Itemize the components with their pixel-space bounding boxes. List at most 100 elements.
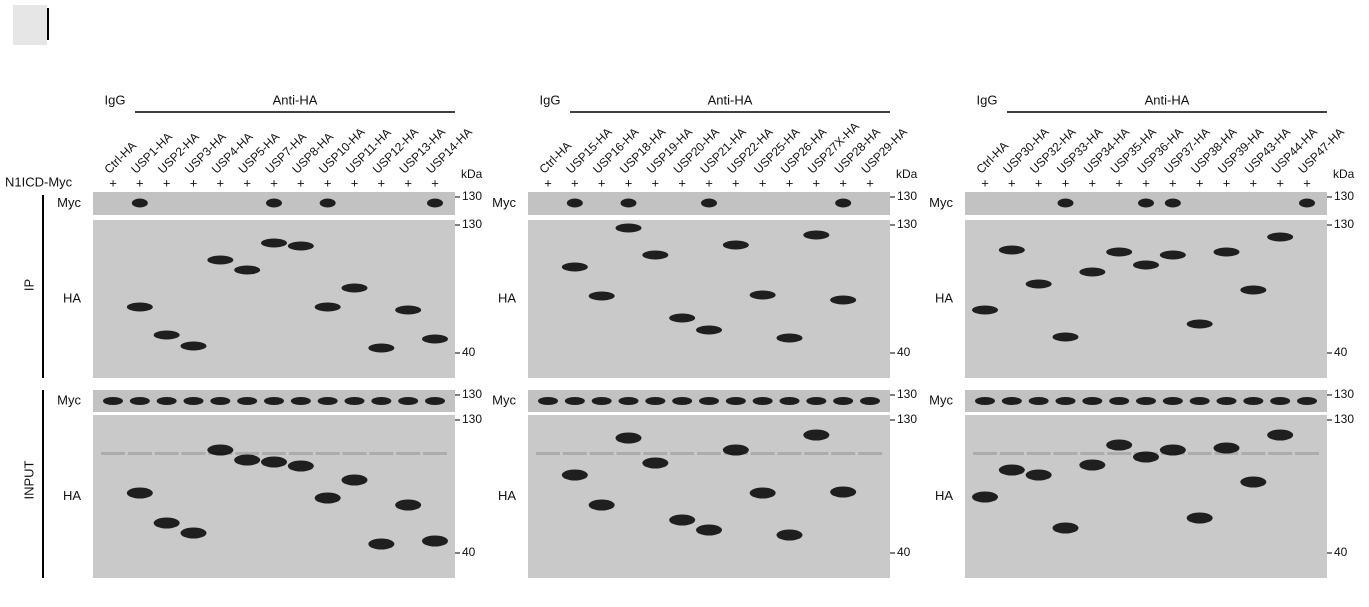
band [290, 397, 311, 405]
faint-band [562, 452, 587, 455]
band [615, 223, 642, 233]
kda-label: kDa [461, 167, 483, 181]
marker-label: 40 [1334, 345, 1348, 359]
band [803, 429, 830, 441]
band [749, 487, 776, 499]
blot [528, 220, 890, 378]
band [564, 397, 585, 405]
band [207, 444, 234, 456]
marker-label: 40 [1334, 545, 1348, 559]
treatment-sign: + [598, 175, 606, 190]
band [776, 529, 803, 541]
band [972, 491, 998, 503]
treatment-sign: + [1303, 175, 1311, 190]
band [1001, 397, 1022, 405]
band [153, 330, 180, 340]
blot-label: Myc [929, 392, 953, 407]
band [588, 499, 615, 511]
band [1216, 397, 1237, 405]
faint-band [670, 452, 695, 455]
faint-band [1241, 452, 1266, 455]
band [1106, 247, 1133, 257]
treatment-sign: + [813, 175, 821, 190]
blot-label: Myc [57, 392, 81, 407]
band [1189, 397, 1210, 405]
band [261, 238, 287, 248]
band [591, 397, 612, 405]
band [1082, 397, 1103, 405]
band [1164, 198, 1181, 208]
band [722, 240, 749, 250]
marker-label: 130 [1334, 387, 1354, 401]
faint-band [315, 452, 340, 455]
band [422, 334, 448, 344]
blot-label: Myc [929, 195, 953, 210]
band [835, 198, 852, 208]
band [1138, 198, 1154, 208]
band [975, 397, 995, 405]
band [287, 460, 314, 472]
faint-band [777, 452, 802, 455]
band [561, 262, 588, 272]
band [398, 397, 419, 405]
band [126, 487, 153, 499]
band [234, 265, 261, 275]
band [830, 486, 857, 498]
band [672, 397, 693, 405]
band [776, 333, 803, 343]
treatment-sign: + [1062, 175, 1070, 190]
band [395, 499, 422, 511]
marker-label: 130 [897, 387, 917, 401]
treatment-sign: + [378, 175, 386, 190]
treatment-sign: + [243, 175, 251, 190]
band [341, 474, 368, 486]
band [998, 464, 1025, 476]
treatment-sign: + [351, 175, 359, 190]
treatment-sign: + [705, 175, 713, 190]
faint-band [1295, 452, 1319, 455]
band [696, 524, 722, 536]
band [998, 245, 1025, 255]
blot-label: HA [935, 488, 953, 503]
band [126, 302, 153, 312]
treatment-sign: + [1008, 175, 1016, 190]
band [749, 290, 776, 300]
treatment-sign: + [571, 175, 579, 190]
band [1052, 332, 1079, 342]
treatment-sign: + [1250, 175, 1258, 190]
band [615, 432, 642, 444]
band [972, 305, 998, 315]
band [620, 198, 637, 208]
marker-label: 40 [462, 545, 476, 559]
band [1136, 397, 1156, 405]
section-label: INPUT [21, 460, 36, 499]
band [153, 517, 180, 529]
band [696, 325, 722, 335]
band [131, 198, 148, 208]
treatment-sign: + [190, 175, 198, 190]
band [1109, 397, 1130, 405]
marker-label: 40 [462, 345, 476, 359]
igg-label: IgG [977, 92, 998, 107]
band [642, 250, 669, 260]
band [180, 527, 207, 539]
band [344, 397, 365, 405]
band [103, 397, 123, 405]
faint-band [342, 452, 367, 455]
faint-band [423, 452, 447, 455]
band [1270, 397, 1291, 405]
band [860, 397, 880, 405]
band [779, 397, 800, 405]
section-label: IP [21, 279, 36, 291]
band [1025, 279, 1052, 289]
marker-label: 130 [897, 189, 917, 203]
treatment-sign: + [217, 175, 225, 190]
band [1213, 247, 1240, 257]
band [1159, 250, 1186, 260]
blot-label: HA [63, 290, 81, 305]
blot-label: HA [63, 488, 81, 503]
row-label: N1ICD-Myc [5, 174, 73, 189]
band [1267, 429, 1294, 441]
treatment-sign: + [136, 175, 144, 190]
band [669, 514, 696, 526]
